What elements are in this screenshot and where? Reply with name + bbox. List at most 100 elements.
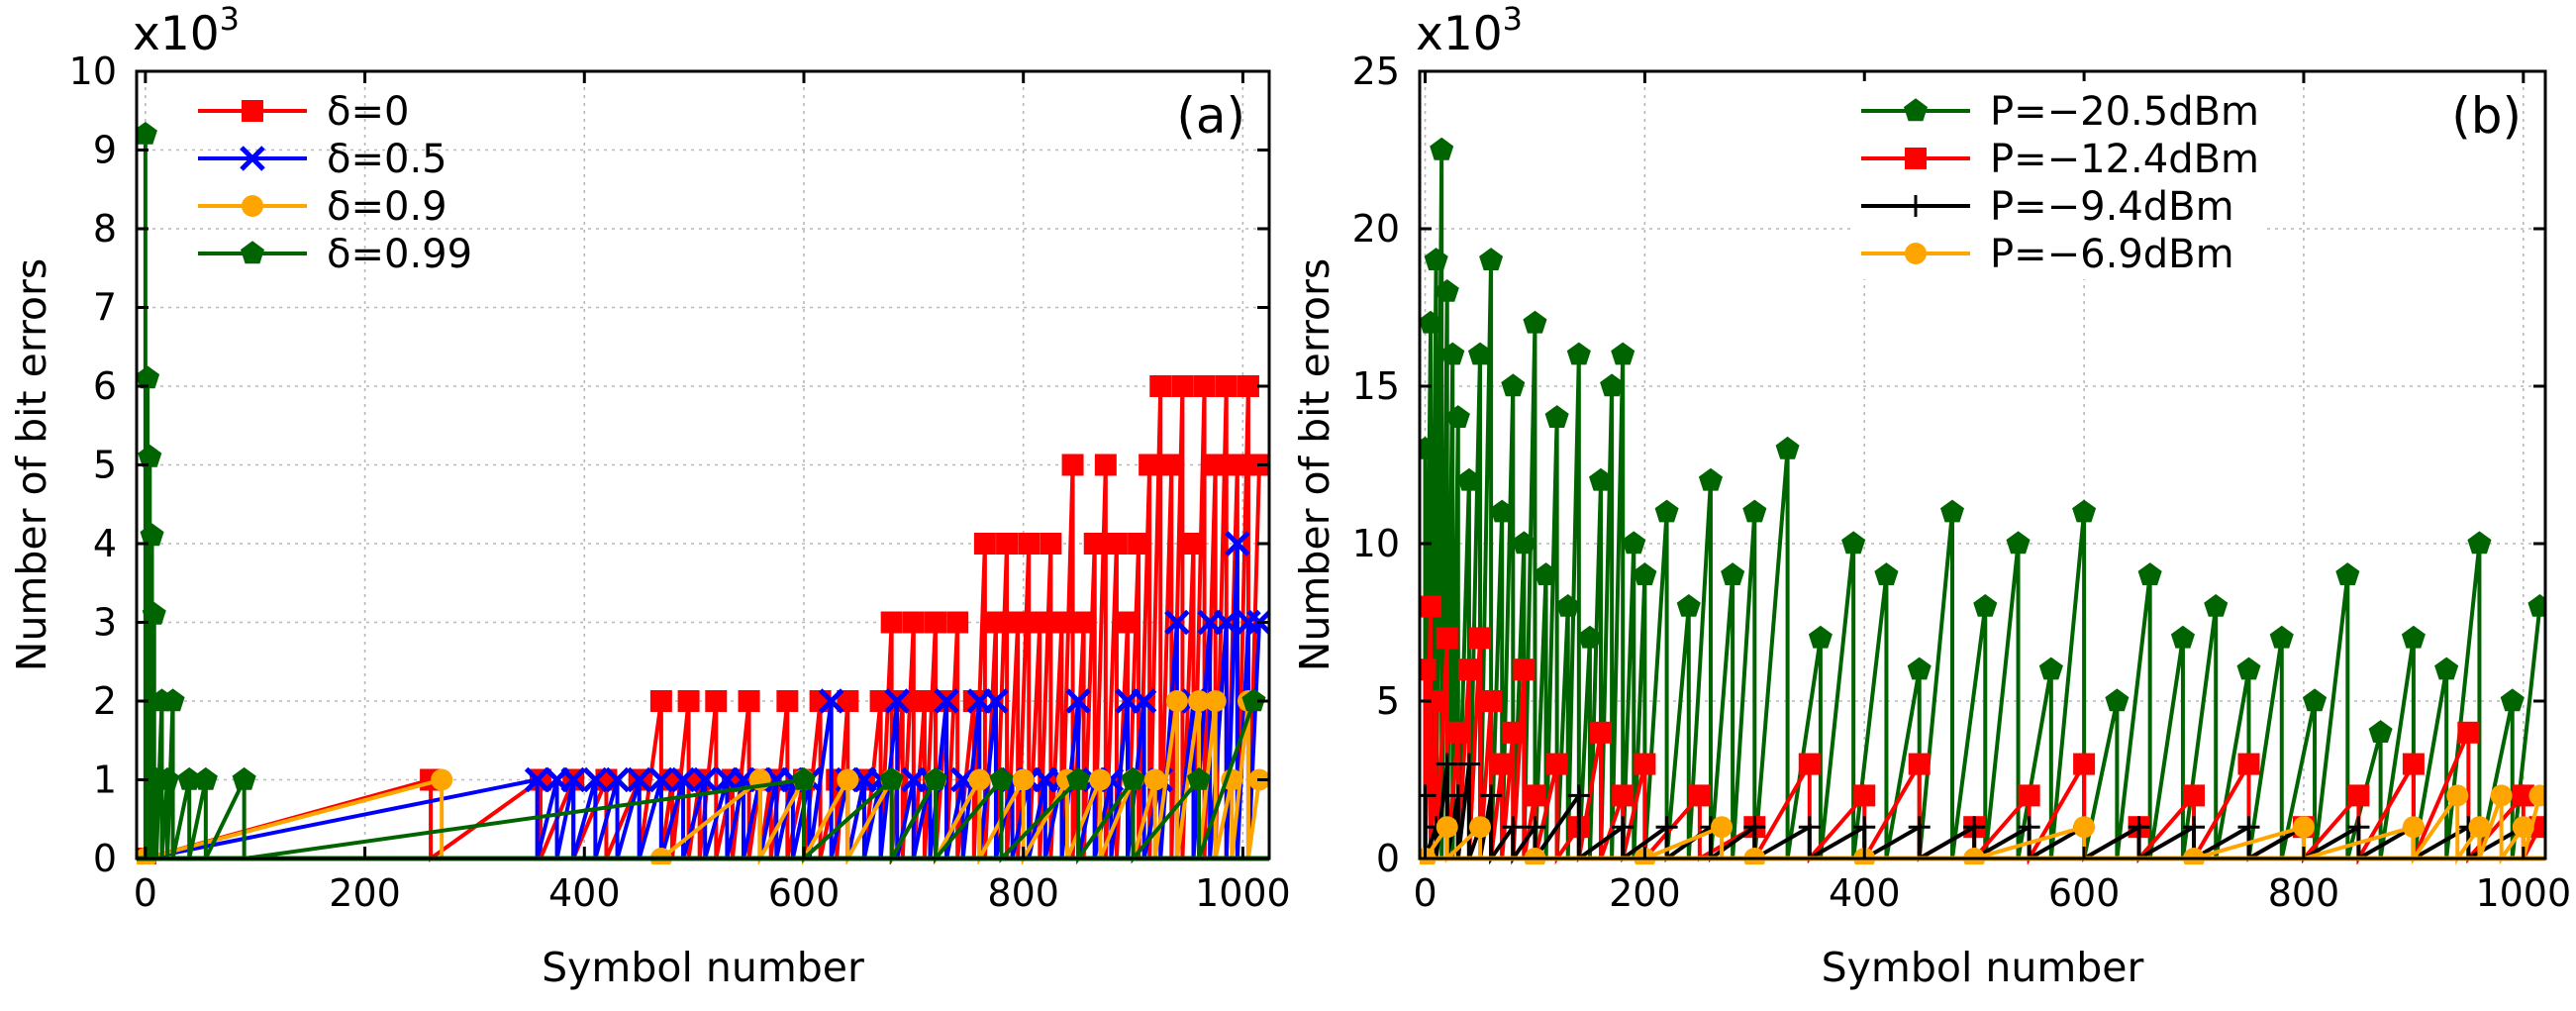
data-point [1940, 499, 1964, 523]
x-tick-label: 200 [1609, 871, 1681, 915]
data-point [1590, 721, 1613, 744]
data-point [1524, 848, 1546, 864]
data-point [1420, 784, 1437, 807]
data-point [1743, 816, 1766, 839]
data-point [1633, 562, 1657, 585]
axis-multiplier: x103 [133, 0, 240, 61]
data-point [2137, 562, 2162, 585]
data-point [1440, 342, 1465, 365]
data-point [2527, 594, 2545, 617]
data-point [2402, 816, 2425, 839]
x-tick-label: 200 [329, 871, 401, 915]
y-tick-label: 8 [93, 207, 117, 251]
data-point [738, 690, 760, 712]
data-point [2006, 531, 2031, 555]
legend-label: δ=0.99 [327, 232, 472, 277]
data-point [1165, 690, 1188, 712]
data-point [1065, 688, 1091, 714]
legend: δ=0δ=0.5δ=0.9δ=0.99 [198, 89, 472, 277]
data-point [1164, 609, 1190, 636]
data-point [2335, 562, 2360, 585]
data-point [1721, 562, 1745, 585]
data-point [1457, 658, 1480, 681]
data-point [1524, 784, 1546, 807]
data-point [1204, 454, 1227, 476]
data-point [2368, 720, 2393, 743]
multiplier-exponent: 3 [220, 0, 240, 38]
data-point [1241, 688, 1266, 712]
data-point [2237, 816, 2260, 839]
data-point [431, 768, 453, 791]
data-point [137, 365, 160, 389]
data-point [818, 688, 844, 714]
data-point [1566, 342, 1591, 365]
x-tick-label: 600 [768, 871, 841, 915]
x-tick-label: 800 [987, 871, 1059, 915]
legend-label: δ=0 [327, 89, 409, 135]
data-point [1742, 499, 1767, 523]
data-point [1435, 279, 1459, 302]
data-point [232, 766, 256, 790]
data-point [2072, 499, 2097, 523]
panel-b: 0 200 400 600 800 1000 0 5 10 15 20 25 Symbol number… [1291, 0, 2571, 991]
data-point [1143, 768, 1166, 791]
data-point [160, 688, 185, 712]
data-point [1545, 753, 1568, 775]
data-point [2490, 784, 2513, 807]
data-point [1963, 848, 1986, 864]
data-point [1215, 375, 1238, 397]
data-point [1567, 784, 1590, 807]
data-point [989, 766, 1014, 790]
x-tick-label: 400 [1829, 871, 1901, 915]
data-point [1061, 454, 1084, 476]
data-point [1544, 405, 1569, 428]
data-point [177, 766, 202, 790]
data-point [1513, 658, 1536, 681]
data-point [968, 768, 991, 791]
data-point [692, 766, 718, 793]
data-point [983, 688, 1009, 714]
data-point [2434, 657, 2459, 680]
data-point [1534, 562, 1558, 585]
y-tick-label: 3 [93, 601, 117, 645]
x-axis-label: Symbol number [542, 944, 864, 991]
data-point [1523, 310, 1547, 334]
data-point [677, 690, 700, 712]
data-point [1420, 436, 1437, 459]
data-point [2347, 816, 2370, 839]
data-point [1775, 436, 1800, 459]
data-point [1012, 768, 1035, 791]
data-point [670, 766, 696, 793]
data-point [1420, 658, 1437, 681]
y-axis-label: Number of bit errors [1291, 258, 1338, 671]
data-point [2401, 625, 2426, 649]
data-point [1612, 784, 1635, 807]
data-point [1469, 627, 1492, 650]
data-point [2468, 816, 2491, 839]
data-point [2528, 784, 2545, 807]
data-point [1029, 611, 1051, 634]
y-tick-label: 10 [1352, 522, 1400, 565]
data-point [1611, 342, 1635, 365]
legend-marker [1905, 195, 1927, 217]
legend-marker [1905, 243, 1927, 264]
data-point [2128, 816, 2150, 839]
data-point [1622, 531, 1646, 555]
data-point [1446, 784, 1469, 807]
data-point [1798, 753, 1821, 775]
data-point [2512, 816, 2534, 839]
data-point [1743, 848, 1766, 864]
data-point [648, 766, 674, 793]
data-point [946, 611, 969, 634]
data-point [837, 690, 859, 712]
data-point [649, 690, 672, 712]
data-point [2105, 688, 2130, 712]
data-point [1555, 594, 1580, 617]
data-point [1853, 816, 1876, 839]
data-point [2018, 816, 2040, 839]
data-point [2347, 784, 2370, 807]
x-tick-label: 400 [548, 871, 621, 915]
data-point [2512, 784, 2534, 807]
y-tick-label: 10 [69, 50, 117, 93]
